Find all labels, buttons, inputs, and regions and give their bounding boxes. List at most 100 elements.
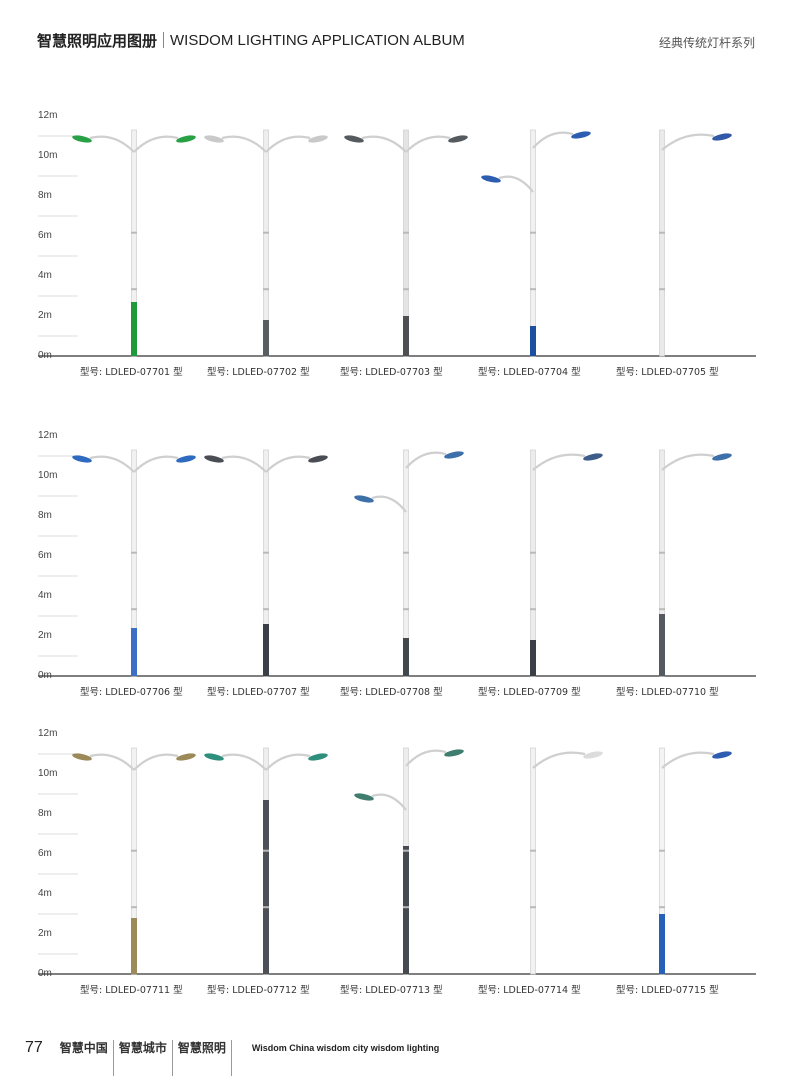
pole-joint — [403, 849, 409, 852]
street-light-pole — [204, 747, 328, 975]
model-caption: 型号: LDLED-07710 型 — [616, 687, 719, 698]
lamp-head — [72, 455, 92, 463]
lamp-head — [571, 131, 591, 139]
page-title-cn: 智慧照明应用图册 — [37, 31, 158, 50]
height-axis-label: 12m — [38, 430, 58, 441]
height-axis-label: 8m — [38, 510, 52, 521]
footer-item-china: 智慧中国 — [59, 1041, 108, 1055]
pole-joint — [403, 551, 409, 554]
page-footer: 77 智慧中国 智慧城市 智慧照明 Wisdom China wisdom ci… — [25, 1040, 440, 1076]
pole-joint — [263, 231, 269, 234]
model-caption: 型号: LDLED-07706 型 — [80, 687, 183, 698]
lamp-head — [354, 495, 374, 503]
pole-joint — [131, 906, 137, 909]
pole-joint — [530, 551, 536, 554]
height-axis-label: 6m — [38, 230, 52, 241]
pole-joint — [530, 288, 536, 291]
height-axis-label: 6m — [38, 848, 52, 859]
street-light-pole — [72, 129, 196, 357]
lamp-head — [444, 749, 464, 757]
lamp-head — [308, 455, 328, 463]
model-caption: 型号: LDLED-07709 型 — [478, 687, 581, 698]
lamp-arm — [265, 135, 311, 153]
pole-base — [263, 624, 269, 676]
pole-base — [263, 800, 269, 974]
model-caption: 型号: LDLED-07702 型 — [207, 367, 310, 378]
lamp-arm — [133, 455, 179, 473]
height-axis-label: 4m — [38, 888, 52, 899]
lamp-arm — [371, 495, 407, 513]
pole-row: 12m 10m 8m 6m 4m 2m 0m 型号: LDLED-07701 型 型号: LDL… — [0, 96, 793, 386]
lamp-head — [712, 751, 732, 759]
lamp-arm — [221, 135, 267, 153]
pole-joint — [659, 608, 665, 611]
pole-base — [530, 326, 536, 356]
lamp-head — [72, 135, 92, 143]
pole-base — [403, 638, 409, 676]
lamp-arm — [265, 753, 311, 771]
pole-joint — [131, 608, 137, 611]
lamp-head — [176, 135, 196, 143]
model-caption: 型号: LDLED-07703 型 — [340, 367, 443, 378]
model-caption: 型号: LDLED-07708 型 — [340, 687, 443, 698]
street-light-pole — [659, 747, 732, 975]
model-caption: 型号: LDLED-07701 型 — [80, 367, 183, 378]
footer-tagline: Wisdom China wisdom city wisdom lighting — [251, 1043, 440, 1053]
pole-base — [659, 614, 665, 676]
lamp-head — [712, 453, 732, 461]
lamp-arm — [89, 455, 135, 473]
pole-joint — [403, 288, 409, 291]
lamp-head — [444, 451, 464, 459]
height-axis-label: 0m — [38, 350, 52, 361]
pole-joint — [659, 906, 665, 909]
height-axis-label: 4m — [38, 590, 52, 601]
height-axis-label: 12m — [38, 728, 58, 739]
street-light-pole — [204, 449, 328, 677]
street-light-pole — [659, 129, 732, 357]
lamp-head — [712, 133, 732, 141]
lamp-arm — [661, 453, 715, 471]
pole-joint — [131, 849, 137, 852]
height-axis-label: 10m — [38, 768, 58, 779]
pole-joint — [403, 608, 409, 611]
pole-joint — [263, 906, 269, 909]
pole-base — [659, 914, 665, 974]
pole-shaft — [659, 129, 665, 357]
lamp-arm — [89, 753, 135, 771]
model-caption: 型号: LDLED-07711 型 — [80, 985, 183, 996]
footer-item-lighting: 智慧照明 — [177, 1041, 226, 1055]
pole-joint — [131, 288, 137, 291]
pole-base — [403, 846, 409, 974]
footer-divider — [230, 1040, 232, 1076]
lamp-arm — [532, 131, 574, 149]
model-caption: 型号: LDLED-07705 型 — [616, 367, 719, 378]
lamp-head — [204, 135, 224, 143]
model-caption: 型号: LDLED-07715 型 — [616, 985, 719, 996]
height-axis-label: 2m — [38, 928, 52, 939]
pole-base — [131, 918, 137, 974]
pole-base — [403, 316, 409, 356]
street-light-pole — [481, 129, 591, 357]
height-axis-label: 10m — [38, 150, 58, 161]
lamp-head — [481, 175, 501, 183]
footer-divider — [171, 1040, 173, 1076]
pole-base — [131, 302, 137, 356]
pole-row: 12m 10m 8m 6m 4m 2m 0m 型号: LDLED-07706 型 型号: LDL… — [0, 416, 793, 706]
lamp-arm — [405, 451, 447, 469]
lamp-head — [204, 455, 224, 463]
pole-joint — [263, 288, 269, 291]
pole-row: 12m 10m 8m 6m 4m 2m 0m 型号: LDLED-07711 型 型号: LDL… — [0, 714, 793, 1004]
lamp-arm — [661, 133, 715, 151]
lamp-arm — [405, 749, 447, 767]
street-light-pole — [72, 449, 196, 677]
street-light-pole — [354, 449, 464, 677]
pole-base — [263, 320, 269, 356]
pole-joint — [530, 906, 536, 909]
lamp-head — [308, 135, 328, 143]
lamp-head — [448, 135, 468, 143]
model-caption: 型号: LDLED-07712 型 — [207, 985, 310, 996]
lamp-arm — [133, 135, 179, 153]
lamp-arm — [661, 751, 715, 769]
lamp-arm — [532, 453, 586, 471]
pole-illustrations — [38, 747, 756, 975]
